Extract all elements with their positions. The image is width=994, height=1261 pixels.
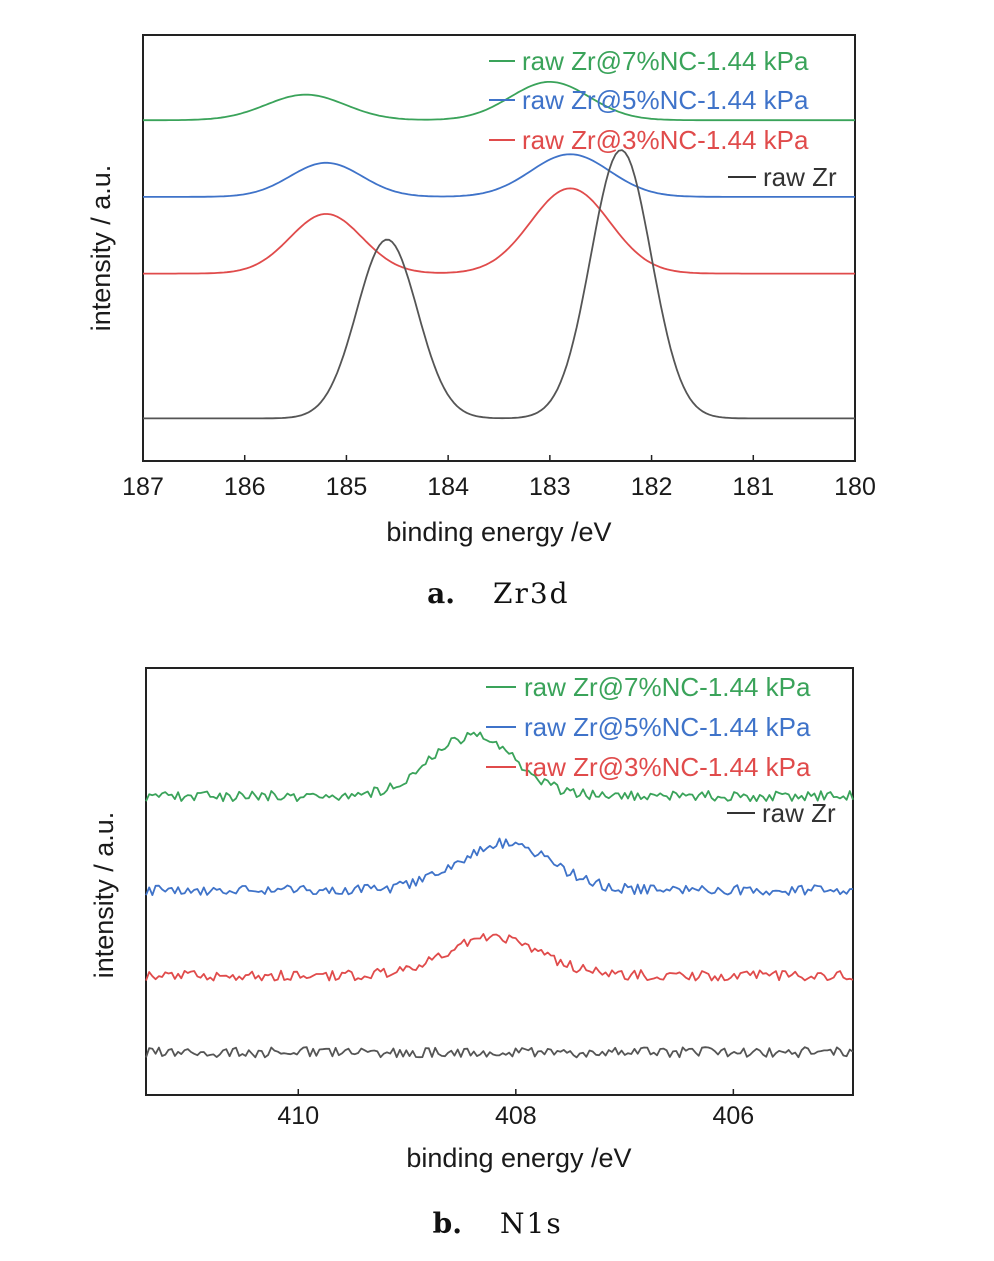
- series-group: [145, 731, 854, 1059]
- legend-label: raw Zr: [763, 162, 837, 192]
- x-tick-label: 181: [732, 473, 774, 501]
- legend: raw Zr@7%NC-1.44 kPa raw Zr@5%NC-1.44 kPa…: [489, 46, 837, 192]
- legend-label: raw Zr@7%NC-1.44 kPa: [522, 46, 809, 76]
- legend-label: raw Zr@7%NC-1.44 kPa: [524, 672, 811, 702]
- series-line: [145, 1046, 854, 1059]
- zr3d-chart: 187 186 185 184 183 182 181 180 raw Zr@7%NC-1.4…: [86, 34, 876, 610]
- caption-text: Zr3d: [493, 577, 570, 610]
- x-tick-label: 184: [427, 473, 469, 501]
- x-tick-label: 186: [224, 473, 266, 501]
- caption-text: N1s: [500, 1207, 563, 1240]
- legend-label: raw Zr@3%NC-1.44 kPa: [524, 752, 811, 782]
- series-line: [143, 187, 855, 275]
- x-axis-label: binding energy /eV: [386, 517, 611, 547]
- series-line: [143, 81, 855, 122]
- legend-label: raw Zr@5%NC-1.44 kPa: [522, 85, 809, 115]
- caption-letter: a.: [427, 577, 455, 610]
- series-line: [143, 149, 855, 420]
- y-axis-label: intensity / a.u.: [86, 165, 116, 332]
- x-axis-ticks: 187 186 185 184 183 182 181 180: [122, 455, 876, 501]
- x-tick-label: 410: [277, 1102, 319, 1130]
- x-tick-label: 183: [529, 473, 571, 501]
- legend-label: raw Zr@5%NC-1.44 kPa: [524, 712, 811, 742]
- series-line: [145, 837, 854, 896]
- series-line: [145, 731, 854, 803]
- caption-letter: b.: [433, 1207, 462, 1240]
- legend-label: raw Zr: [762, 798, 836, 828]
- x-axis-label: binding energy /eV: [406, 1143, 631, 1173]
- x-axis-ticks: 410 408 406: [277, 1089, 754, 1130]
- series-line: [143, 153, 855, 198]
- y-axis-label: intensity / a.u.: [89, 812, 119, 979]
- plot-frame: [142, 34, 856, 462]
- x-tick-label: 187: [122, 473, 164, 501]
- series-line: [145, 933, 854, 982]
- x-tick-label: 185: [326, 473, 368, 501]
- x-tick-label: 182: [631, 473, 673, 501]
- series-group: [143, 81, 855, 420]
- x-tick-label: 180: [834, 473, 876, 501]
- x-tick-label: 408: [495, 1102, 537, 1130]
- legend-label: raw Zr@3%NC-1.44 kPa: [522, 125, 809, 155]
- x-tick-label: 406: [712, 1102, 754, 1130]
- legend: raw Zr@7%NC-1.44 kPa raw Zr@5%NC-1.44 kPa…: [486, 672, 836, 828]
- n1s-chart: 410 408 406 raw Zr@7%NC-1.44 kPa raw Zr@5%N…: [89, 667, 854, 1240]
- plot-frame: [145, 667, 854, 1096]
